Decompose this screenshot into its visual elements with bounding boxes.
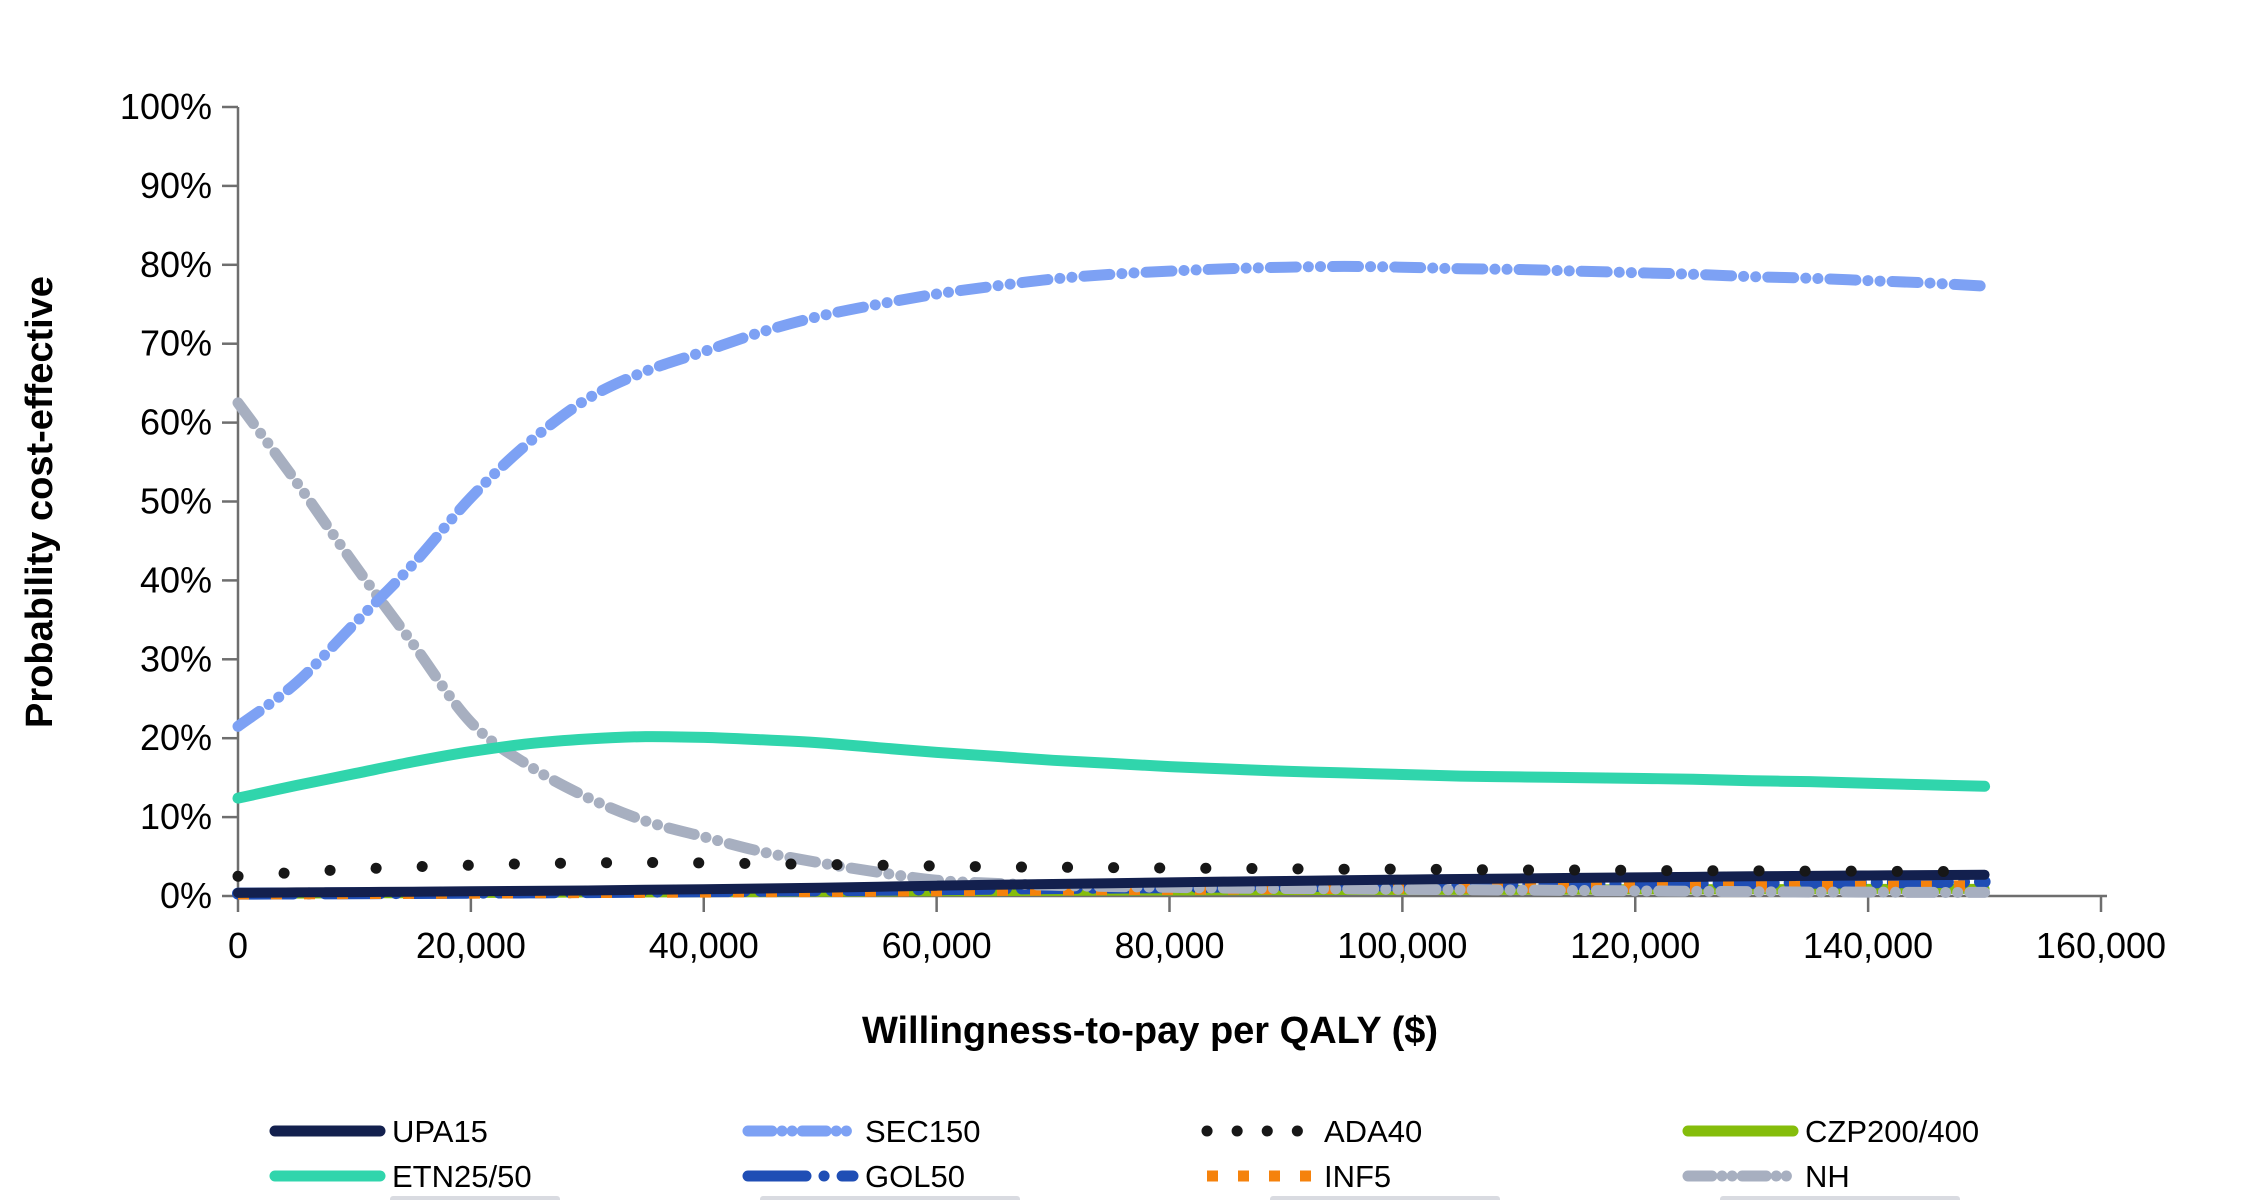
- legend-item-ada40: ADA40: [1201, 1114, 1422, 1149]
- series-line-ada40: [232, 857, 1991, 882]
- x-tick-label: 60,000: [882, 925, 992, 966]
- legend-item-sec150: SEC150: [742, 1114, 980, 1149]
- x-axis-title: Willingness-to-pay per QALY ($): [862, 1010, 1438, 1052]
- legend-item-czp200-400: CZP200/400: [1682, 1114, 1979, 1149]
- legend-label: SEC150: [865, 1114, 980, 1149]
- legend-label: NH: [1805, 1159, 1850, 1194]
- y-tick-label: 60%: [140, 402, 212, 443]
- axes: 0% 10% 20% 30% 40% 50% 60% 70% 80% 90% 100% 0 20,000…: [120, 86, 2166, 966]
- y-axis-title: Probability cost-effective: [19, 276, 61, 728]
- legend-label: INF5: [1324, 1159, 1391, 1194]
- x-tick-label: 160,000: [2036, 925, 2166, 966]
- legend-label: GOL50: [865, 1159, 965, 1194]
- legend-label: ADA40: [1324, 1114, 1422, 1149]
- x-tick-label: 40,000: [649, 925, 759, 966]
- x-tick-label: 120,000: [1570, 925, 1700, 966]
- legend-item-etn25-50: ETN25/50: [269, 1159, 532, 1194]
- series-line-sec150: [232, 260, 1991, 732]
- y-tick-label: 10%: [140, 796, 212, 837]
- y-tick-label: 70%: [140, 323, 212, 364]
- y-tick-label: 100%: [120, 86, 212, 127]
- y-tick-label: 20%: [140, 717, 212, 758]
- legend-label: ETN25/50: [392, 1159, 532, 1194]
- x-tick-label: 20,000: [416, 925, 526, 966]
- legend-row3-clipped: [390, 1196, 1960, 1200]
- series-lines: [232, 260, 1991, 900]
- legend-row3-fragment: [1270, 1196, 1500, 1200]
- series-line-upa15: [233, 869, 1990, 898]
- x-tick-label: 100,000: [1337, 925, 1467, 966]
- legend-item-upa15: UPA15: [269, 1114, 488, 1149]
- x-tick-label: 0: [228, 925, 248, 966]
- legend-row3-fragment: [1720, 1196, 1960, 1200]
- legend-label: UPA15: [392, 1114, 488, 1149]
- y-tick-label: 30%: [140, 638, 212, 679]
- legend-item-gol50: GOL50: [742, 1159, 965, 1194]
- x-tick-label: 140,000: [1803, 925, 1933, 966]
- legend-row3-fragment: [390, 1196, 560, 1200]
- legend-row3-fragment: [760, 1196, 1020, 1200]
- series-line-etn25-50: [232, 731, 1991, 804]
- y-tick-label: 40%: [140, 559, 212, 600]
- series-line-nh: [232, 397, 1991, 898]
- y-tick-label: 90%: [140, 165, 212, 206]
- y-tick-label: 80%: [140, 244, 212, 285]
- legend: UPA15 SEC150 ADA40 CZP200/400 ETN25/50 GOL50 I…: [269, 1114, 1979, 1194]
- y-tick-label: 0%: [160, 875, 212, 916]
- y-tick-label: 50%: [140, 481, 212, 522]
- legend-item-inf5: INF5: [1207, 1159, 1391, 1194]
- legend-label: CZP200/400: [1805, 1114, 1979, 1149]
- legend-item-nh: NH: [1682, 1159, 1850, 1194]
- x-tick-label: 80,000: [1114, 925, 1224, 966]
